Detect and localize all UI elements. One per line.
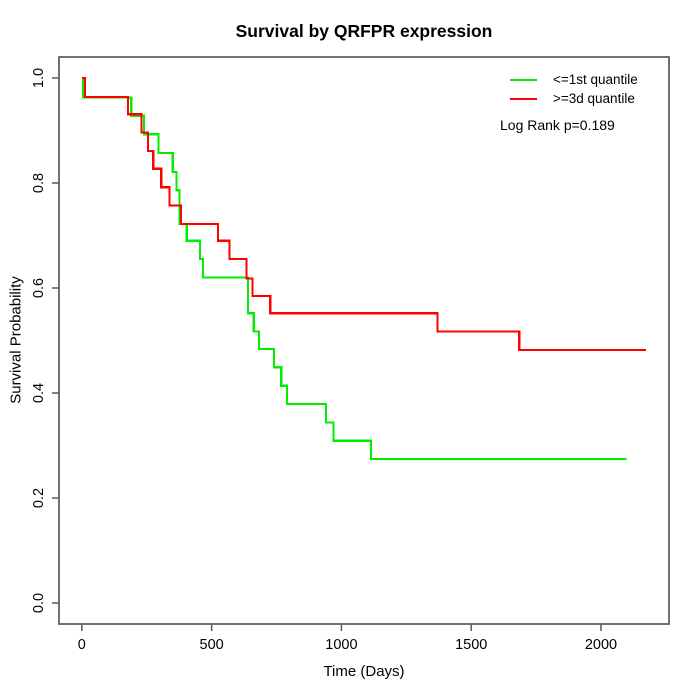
- x-tick-label: 1000: [325, 637, 357, 653]
- log-rank-annotation: Log Rank p=0.189: [500, 117, 615, 133]
- y-tick-label: 0.2: [31, 488, 47, 508]
- x-tick-label: 0: [78, 637, 86, 653]
- legend-item-first-quantile: <=1st quantile: [508, 70, 638, 89]
- y-axis-title: Survival Probability: [7, 276, 25, 404]
- legend-item-third-quantile: >=3d quantile: [508, 89, 638, 108]
- survival-curve-first-quantile: [81, 76, 627, 461]
- x-tick-label: 500: [200, 637, 224, 653]
- x-axis-title: Time (Days): [323, 663, 405, 680]
- legend-line-swatch-green: [510, 78, 537, 81]
- legend: <=1st quantile >=3d quantile: [508, 70, 638, 108]
- x-tick-label: 2000: [585, 637, 617, 653]
- chart-title: Survival by QRFPR expression: [235, 21, 493, 41]
- y-tick-label: 0.8: [31, 173, 47, 193]
- legend-label-third-quantile: >=3d quantile: [553, 91, 635, 106]
- y-tick-label: 0.4: [31, 383, 47, 403]
- y-tick-label: 1.0: [31, 68, 47, 88]
- legend-label-first-quantile: <=1st quantile: [553, 72, 638, 87]
- y-tick-label: 0.6: [31, 278, 47, 298]
- x-tick-label: 1500: [455, 637, 487, 653]
- legend-line-swatch-red: [510, 97, 537, 100]
- y-tick-label: 0.0: [31, 593, 47, 613]
- plot-border: [58, 56, 670, 625]
- survival-curve-third-quantile: [81, 76, 647, 351]
